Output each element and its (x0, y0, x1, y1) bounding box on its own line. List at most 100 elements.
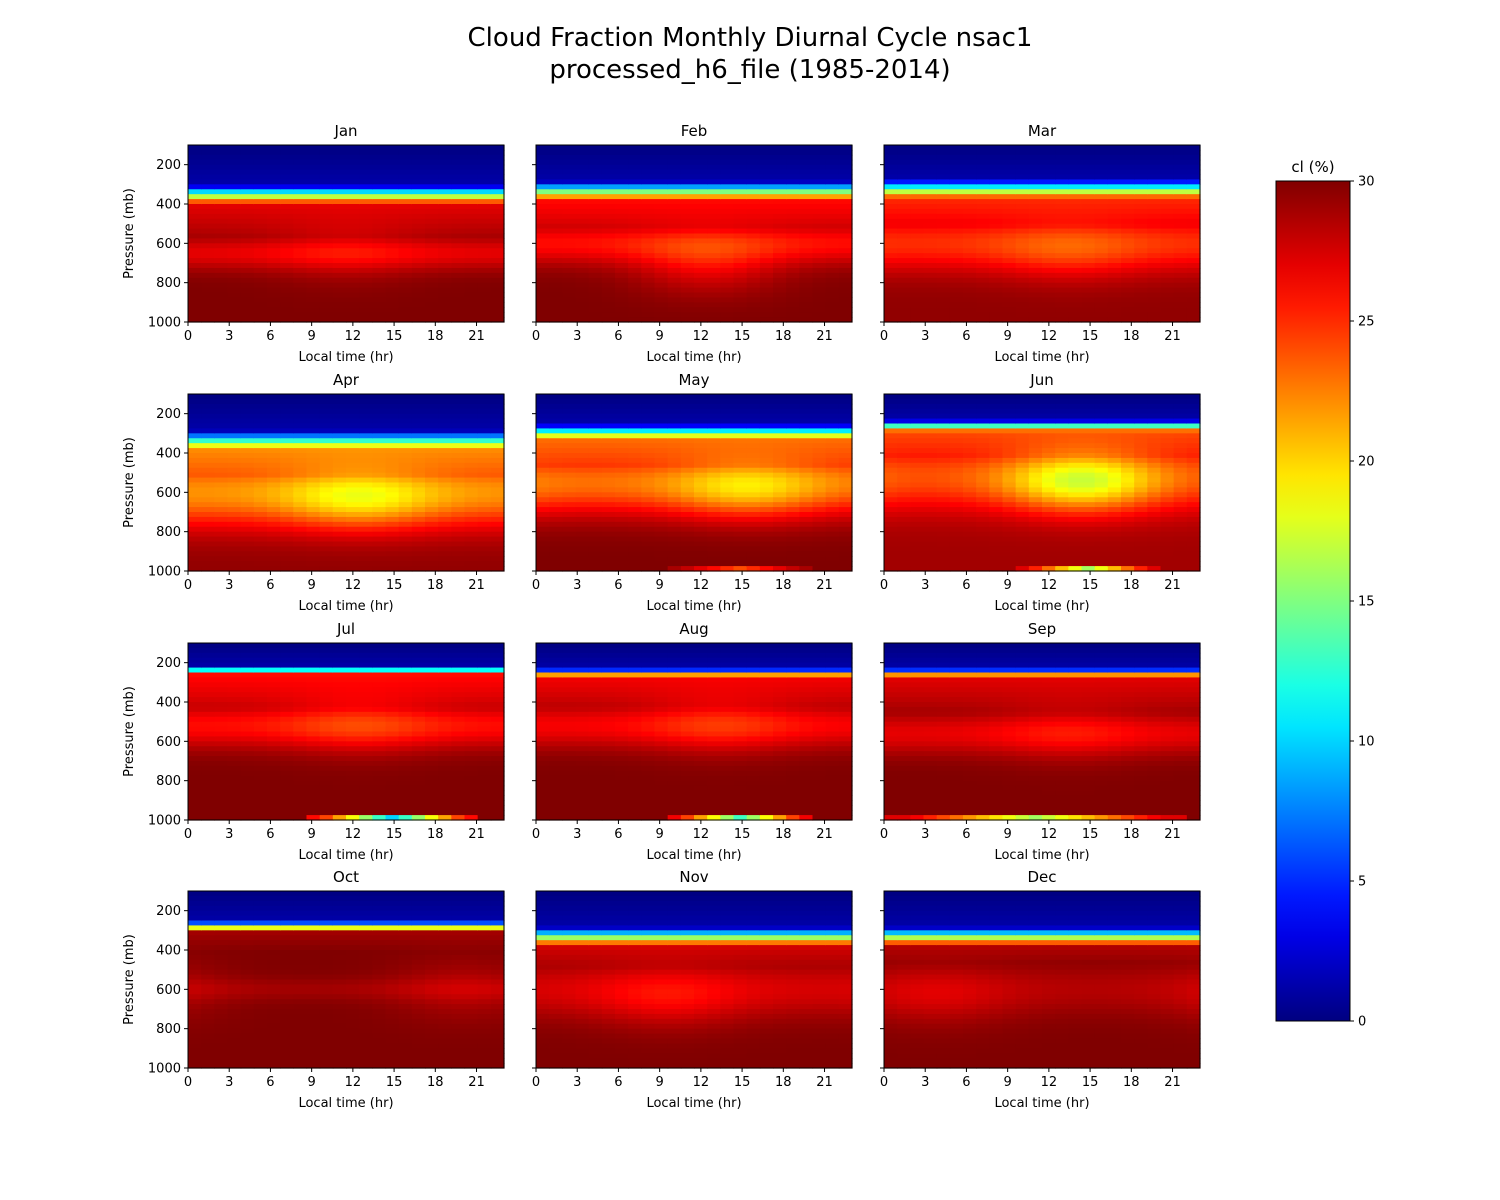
heatmap-cell (746, 526, 761, 533)
heatmap-cell (1134, 277, 1148, 284)
heatmap-cell (694, 292, 708, 299)
heatmap-cell (346, 238, 360, 244)
heatmap-cell (562, 438, 577, 444)
heatmap-cell (451, 208, 466, 215)
heatmap-cell (1173, 223, 1188, 230)
heatmap-cell (759, 521, 774, 528)
heatmap-cell (707, 149, 721, 156)
heatmap-cell (825, 516, 840, 523)
heatmap-cell (786, 566, 800, 572)
heatmap-cell (549, 423, 563, 430)
heatmap-cell (227, 536, 242, 543)
heatmap-cell (1107, 159, 1122, 166)
heatmap-cell (601, 199, 616, 205)
heatmap-cell (227, 526, 242, 533)
heatmap-cell (949, 526, 964, 533)
heatmap-cell (425, 492, 439, 498)
heatmap-cell (628, 287, 642, 294)
heatmap-cell (1055, 497, 1069, 503)
heatmap-cell (601, 213, 616, 220)
heatmap-cell (707, 184, 721, 190)
heatmap-cell (240, 184, 255, 190)
heatmap-cell (490, 536, 505, 543)
heatmap-cell (654, 258, 669, 264)
heatmap-cell (201, 398, 215, 405)
heatmap-cell (799, 287, 814, 294)
heatmap-cell (949, 482, 964, 489)
heatmap-cell (588, 477, 603, 484)
heatmap-cell (477, 551, 492, 557)
heatmap-cell (936, 541, 951, 548)
heatmap-cell (707, 462, 721, 469)
heatmap-cell (240, 502, 255, 508)
heatmap-cell (536, 307, 550, 313)
heatmap-cell (575, 223, 590, 230)
heatmap-cell (641, 448, 656, 454)
heatmap-cell (306, 521, 321, 528)
heatmap-cell (812, 248, 827, 254)
heatmap-cell (884, 302, 898, 308)
heatmap-cell (332, 174, 347, 181)
heatmap-cell (253, 394, 268, 400)
heatmap-cell (253, 536, 268, 543)
heatmap-cell (398, 482, 413, 489)
heatmap-cell (825, 292, 840, 299)
heatmap-cell (332, 228, 347, 235)
heatmap-cell (1081, 282, 1096, 289)
heatmap-cell (1186, 179, 1201, 185)
heatmap-cell (1107, 194, 1122, 200)
heatmap-cell (949, 154, 964, 161)
heatmap-cell (976, 413, 990, 420)
heatmap-cell (1042, 312, 1056, 318)
heatmap-cell (464, 297, 479, 303)
heatmap-cell (746, 418, 761, 425)
heatmap-cell (963, 218, 977, 225)
heatmap-cell (773, 263, 787, 269)
heatmap-cell (425, 228, 439, 235)
heatmap-cell (536, 233, 550, 240)
heatmap-cell (385, 159, 400, 166)
heatmap-cell (667, 272, 682, 279)
heatmap-cell (398, 189, 413, 195)
heatmap-cell (1081, 253, 1096, 259)
heatmap-cell (628, 566, 642, 572)
heatmap-cell (1081, 199, 1096, 205)
heatmap-cell (1028, 145, 1043, 151)
heatmap-cell (227, 467, 242, 474)
heatmap-cell (385, 189, 400, 195)
heatmap-cell (910, 218, 925, 225)
heatmap-cell (201, 228, 215, 235)
heatmap-cell (812, 457, 827, 464)
heatmap-cell (280, 307, 294, 313)
heatmap-cell (451, 394, 466, 400)
heatmap-cell (1068, 233, 1083, 240)
heatmap-cell (280, 164, 294, 171)
heatmap-cell (786, 277, 800, 284)
heatmap-cell (963, 453, 977, 459)
heatmap-cell (615, 297, 629, 303)
heatmap-cell (588, 159, 603, 166)
heatmap-cell (707, 512, 721, 518)
heatmap-cell (949, 394, 964, 400)
heatmap-cell (411, 149, 426, 156)
heatmap-cell (759, 502, 774, 508)
heatmap-cell (812, 492, 827, 498)
heatmap-cell (477, 536, 492, 543)
heatmap-cell (910, 277, 925, 284)
heatmap-cell (838, 317, 853, 323)
heatmap-cell (372, 213, 387, 220)
heatmap-cell (385, 413, 400, 420)
heatmap-cell (654, 243, 669, 249)
heatmap-cell (989, 457, 1004, 464)
heatmap-cell (910, 253, 925, 259)
heatmap-cell (438, 238, 452, 244)
heatmap-cell (306, 477, 321, 484)
heatmap-cell (293, 297, 308, 303)
heatmap-cell (1147, 253, 1162, 259)
heatmap-cell (746, 238, 761, 244)
heatmap-cell (680, 394, 695, 400)
heatmap-cell (838, 189, 853, 195)
heatmap-cell (1094, 164, 1109, 171)
heatmap-cell (989, 526, 1004, 533)
heatmap-cell (628, 307, 642, 313)
